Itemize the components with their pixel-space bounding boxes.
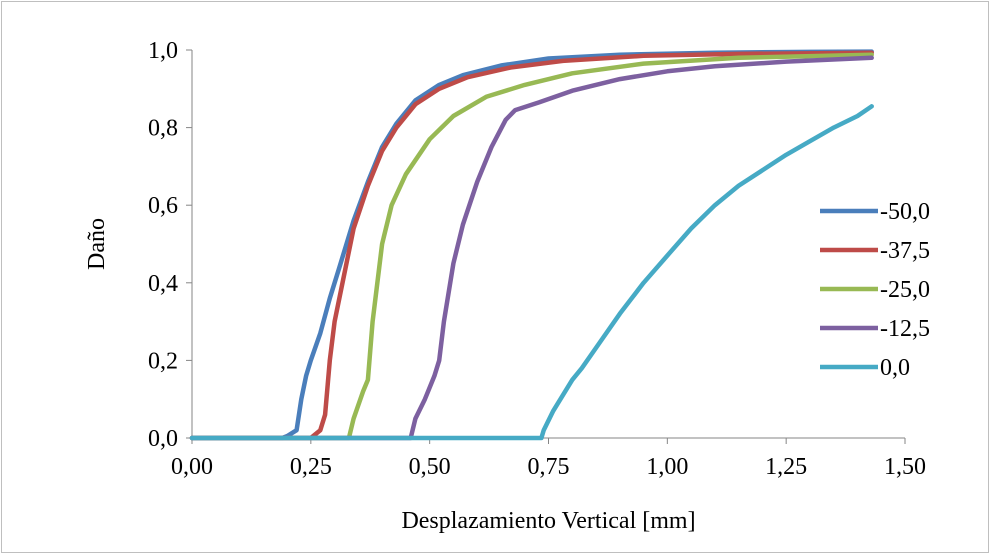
x-tick-label: 1,25 bbox=[765, 454, 807, 480]
y-tick-label: 0,0 bbox=[148, 426, 178, 452]
legend-label-37-5: -37,5 bbox=[880, 238, 930, 264]
legend: -50,0 -37,5 -25,0 -12,5 0,0 bbox=[820, 199, 930, 381]
y-tick-label: 1,0 bbox=[148, 38, 178, 64]
series-line-25-0 bbox=[189, 52, 874, 441]
y-tick-label: 0,8 bbox=[148, 116, 178, 142]
y-tick-label: 0,2 bbox=[148, 348, 178, 374]
legend-label-25-0: -25,0 bbox=[880, 277, 930, 303]
x-tick-label: 0,00 bbox=[171, 454, 213, 480]
y-tick-label: 0,6 bbox=[148, 193, 178, 219]
y-tick-label: 0,4 bbox=[148, 271, 178, 297]
x-tick-label: 1,00 bbox=[646, 454, 688, 480]
legend-label-50-0: -50,0 bbox=[880, 199, 930, 225]
y-axis-title: Daño bbox=[84, 218, 110, 270]
series-layer bbox=[189, 49, 874, 441]
series-line-0-0 bbox=[189, 104, 874, 441]
series-line-37-5 bbox=[189, 50, 874, 441]
x-axis-ticks: 0,00 0,25 0,50 0,75 1,00 1,25 1,50 bbox=[171, 438, 926, 480]
x-tick-label: 1,50 bbox=[884, 454, 926, 480]
plot-area: 0,00 0,25 0,50 0,75 1,00 1,25 1,50 0,00,20,40,… bbox=[148, 38, 926, 480]
x-axis-title: Desplazamiento Vertical [mm] bbox=[401, 508, 695, 534]
series-line-12-5 bbox=[189, 55, 874, 441]
legend-label-0-0: 0,0 bbox=[880, 355, 910, 381]
legend-label-12-5: -12,5 bbox=[880, 316, 930, 342]
x-tick-label: 0,50 bbox=[409, 454, 451, 480]
x-tick-label: 0,75 bbox=[528, 454, 570, 480]
y-axis-ticks: 0,0 0,2 0,4 0,6 0,8 1,0 bbox=[148, 38, 192, 452]
series-line-50-0 bbox=[189, 49, 874, 441]
x-tick-label: 0,25 bbox=[290, 454, 332, 480]
